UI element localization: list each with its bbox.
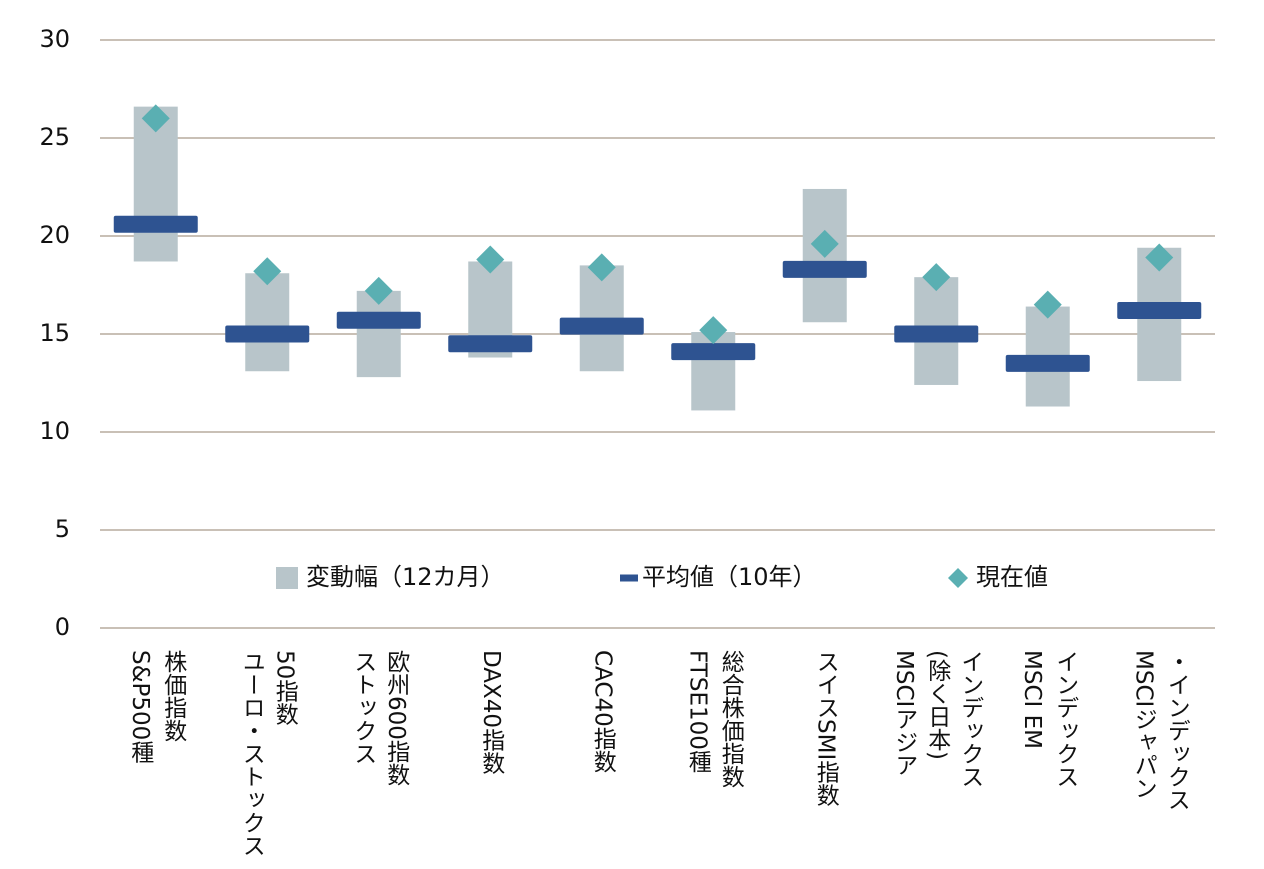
mean-marker	[559, 317, 644, 335]
current-marker	[253, 257, 282, 286]
mean-marker	[1117, 301, 1202, 319]
current-marker	[1033, 290, 1062, 319]
mean-marker	[448, 335, 533, 353]
legend-label: 平均値（10年）	[642, 563, 817, 591]
range-bar	[245, 273, 290, 372]
x-tick-label: CAC40指数	[589, 650, 616, 773]
current-marker	[699, 316, 728, 345]
legend-label: 変動幅（12カ月）	[306, 563, 505, 591]
y-tick-label: 15	[39, 319, 70, 347]
x-tick-label: FTSE100種 総合株価指数	[684, 650, 744, 788]
mean-marker	[782, 260, 867, 278]
current-marker	[587, 253, 616, 282]
legend-swatch	[276, 567, 298, 589]
x-tick-label: MSCI EM インデックス	[1018, 650, 1078, 788]
mean-marker	[671, 343, 756, 361]
x-tick-label: MSCIジャパン ・インデックス	[1130, 650, 1190, 811]
mean-marker	[894, 325, 979, 343]
y-tick-label: 30	[39, 25, 70, 53]
range-bar	[356, 290, 401, 378]
x-tick-label: スイスSMI指数	[812, 650, 839, 807]
y-tick-label: 20	[39, 221, 70, 249]
mean-marker	[336, 311, 421, 329]
legend-label: 現在値	[976, 563, 1048, 591]
mean-marker	[113, 215, 198, 233]
current-marker	[922, 263, 951, 292]
current-marker	[141, 104, 170, 133]
x-tick-label: ストックス 欧州600指数	[349, 650, 409, 786]
range-bar	[133, 106, 178, 262]
y-tick-label: 0	[55, 613, 70, 641]
legend-swatch	[948, 568, 968, 588]
y-tick-label: 25	[39, 123, 70, 151]
current-marker	[810, 229, 839, 258]
x-tick-label: MSCIアジア (除く日本) インデックス	[890, 650, 983, 788]
current-marker	[476, 245, 505, 274]
mean-marker	[225, 325, 310, 343]
x-tick-label: DAX40指数	[477, 650, 504, 775]
current-marker	[1145, 243, 1174, 272]
y-tick-label: 5	[55, 515, 70, 543]
x-tick-label: ユーロ・ストックス 50指数	[238, 650, 298, 857]
legend-swatch	[620, 574, 638, 582]
x-tick-label: S&P500種 株価指数	[126, 650, 186, 764]
mean-marker	[1005, 354, 1090, 372]
y-tick-label: 10	[39, 417, 70, 445]
current-marker	[364, 276, 393, 305]
